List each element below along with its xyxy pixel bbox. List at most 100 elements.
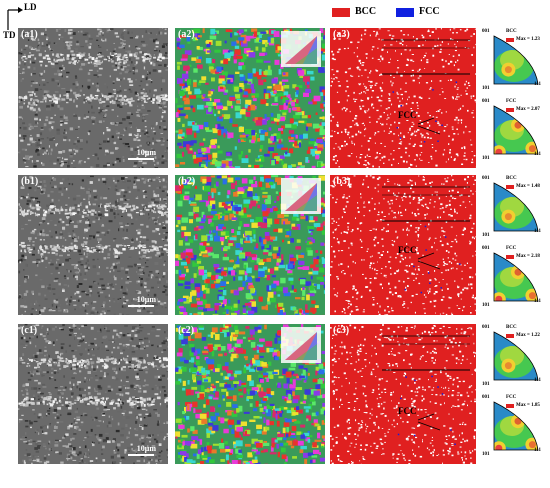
ipf-map-graphic [175, 324, 325, 464]
bcc-inverse-pole-figure: 001 BCC Max = 1.22 101 111 [482, 325, 542, 388]
scale-bar-label: 10μm [136, 295, 156, 304]
ipf-color-key-icon [281, 178, 321, 214]
pole-111-label: 111 [534, 378, 541, 383]
sem-micrograph: (b1) 10μm [18, 175, 168, 315]
phase-name-label: FCC [506, 99, 517, 104]
pole-101-label: 101 [482, 233, 490, 238]
max-value: Max = 1.22 [516, 333, 540, 338]
legend-fcc-label: FCC [419, 6, 440, 17]
phase-map-graphic [330, 175, 476, 315]
scale-bar [128, 305, 154, 307]
phase-fraction-inset [382, 335, 470, 371]
legend-fcc-swatch [396, 8, 414, 17]
ipf-orientation-map: (c2) [175, 324, 325, 464]
fcc-inverse-pole-figure: 001 FCC Max = 2.07 101 111 [482, 99, 542, 162]
ipf-orientation-map: (b2) [175, 175, 325, 315]
bcc-inverse-pole-figure: 001 BCC Max = 1.48 101 111 [482, 176, 542, 239]
scale-bar-label: 10μm [136, 444, 156, 453]
fcc-arrows [417, 252, 441, 270]
phase-map-graphic [330, 324, 476, 464]
max-swatch [506, 107, 514, 112]
max-intensity-legend: Max = 1.22 [506, 333, 540, 338]
pole-111-label: 111 [534, 152, 541, 157]
phase-name-label: BCC [506, 325, 517, 330]
panel-label: (a1) [21, 29, 38, 40]
scale-bar [128, 158, 154, 160]
pole-figure-graphic [493, 105, 539, 155]
max-value: Max = 1.85 [516, 403, 540, 408]
phase-name-label: BCC [506, 176, 517, 181]
pole-001-label: 001 [482, 246, 490, 251]
phase-map: (a3) FCC [330, 28, 476, 168]
panel-label: (a3) [333, 29, 350, 40]
max-swatch [506, 37, 514, 42]
sem-texture-graphic [18, 324, 168, 464]
max-intensity-legend: Max = 2.07 [506, 107, 540, 112]
pole-111-label: 111 [534, 448, 541, 453]
panel-label: (b2) [178, 176, 196, 187]
ipf-orientation-map: (a2) [175, 28, 325, 168]
fcc-annotation: FCC [398, 406, 417, 416]
pole-001-label: 001 [482, 99, 490, 104]
pole-001-label: 001 [482, 29, 490, 34]
pole-111-label: 111 [534, 299, 541, 304]
phase-fraction-inset [382, 39, 470, 75]
pole-figure-graphic [493, 35, 539, 85]
sem-micrograph: (a1) 10μm [18, 28, 168, 168]
panel-label: (b1) [21, 176, 39, 187]
max-intensity-legend: Max = 2.18 [506, 254, 540, 259]
legend-bcc-label: BCC [355, 6, 377, 17]
pole-figure-graphic [493, 331, 539, 381]
max-value: Max = 1.23 [516, 37, 540, 42]
pole-101-label: 101 [482, 303, 490, 308]
panel-label: (b3) [333, 176, 351, 187]
sem-micrograph: (c1) 10μm [18, 324, 168, 464]
ld-label: LD [24, 2, 37, 12]
max-intensity-legend: Max = 1.85 [506, 403, 540, 408]
sem-texture-graphic [18, 28, 168, 168]
panel-label: (c1) [21, 325, 38, 336]
panel-label: (c2) [178, 325, 195, 336]
fcc-arrows [417, 117, 441, 135]
scale-bar [128, 454, 154, 456]
pole-101-label: 101 [482, 156, 490, 161]
pole-001-label: 001 [482, 176, 490, 181]
ipf-color-key-icon [281, 31, 321, 67]
fcc-inverse-pole-figure: 001 FCC Max = 1.85 101 111 [482, 395, 542, 458]
pole-001-label: 001 [482, 395, 490, 400]
phase-name-label: FCC [506, 246, 517, 251]
max-swatch [506, 403, 514, 408]
pole-101-label: 101 [482, 86, 490, 91]
td-label: TD [3, 30, 16, 40]
phase-name-label: BCC [506, 29, 517, 34]
axis-indicator [4, 4, 28, 34]
scale-bar-label: 10μm [136, 148, 156, 157]
max-intensity-legend: Max = 1.48 [506, 184, 540, 189]
phase-map: (c3) FCC [330, 324, 476, 464]
fcc-annotation: FCC [398, 110, 417, 120]
ipf-map-graphic [175, 28, 325, 168]
fcc-annotation: FCC [398, 245, 417, 255]
sem-texture-graphic [18, 175, 168, 315]
phase-map: (b3) FCC [330, 175, 476, 315]
legend-bcc-swatch [332, 8, 350, 17]
max-swatch [506, 254, 514, 259]
pole-111-label: 111 [534, 229, 541, 234]
bcc-inverse-pole-figure: 001 BCC Max = 1.23 101 111 [482, 29, 542, 92]
pole-101-label: 101 [482, 452, 490, 457]
pole-101-label: 101 [482, 382, 490, 387]
max-value: Max = 2.07 [516, 107, 540, 112]
fcc-inverse-pole-figure: 001 FCC Max = 2.18 101 111 [482, 246, 542, 309]
pole-figure-graphic [493, 401, 539, 451]
phase-map-graphic [330, 28, 476, 168]
max-swatch [506, 184, 514, 189]
max-value: Max = 2.18 [516, 254, 540, 259]
phase-fraction-inset [382, 186, 470, 222]
max-intensity-legend: Max = 1.23 [506, 37, 540, 42]
axis-arrow-icon [7, 7, 23, 30]
fcc-arrows [417, 413, 441, 431]
ipf-map-graphic [175, 175, 325, 315]
pole-001-label: 001 [482, 325, 490, 330]
pole-111-label: 111 [534, 82, 541, 87]
pole-figure-graphic [493, 182, 539, 232]
